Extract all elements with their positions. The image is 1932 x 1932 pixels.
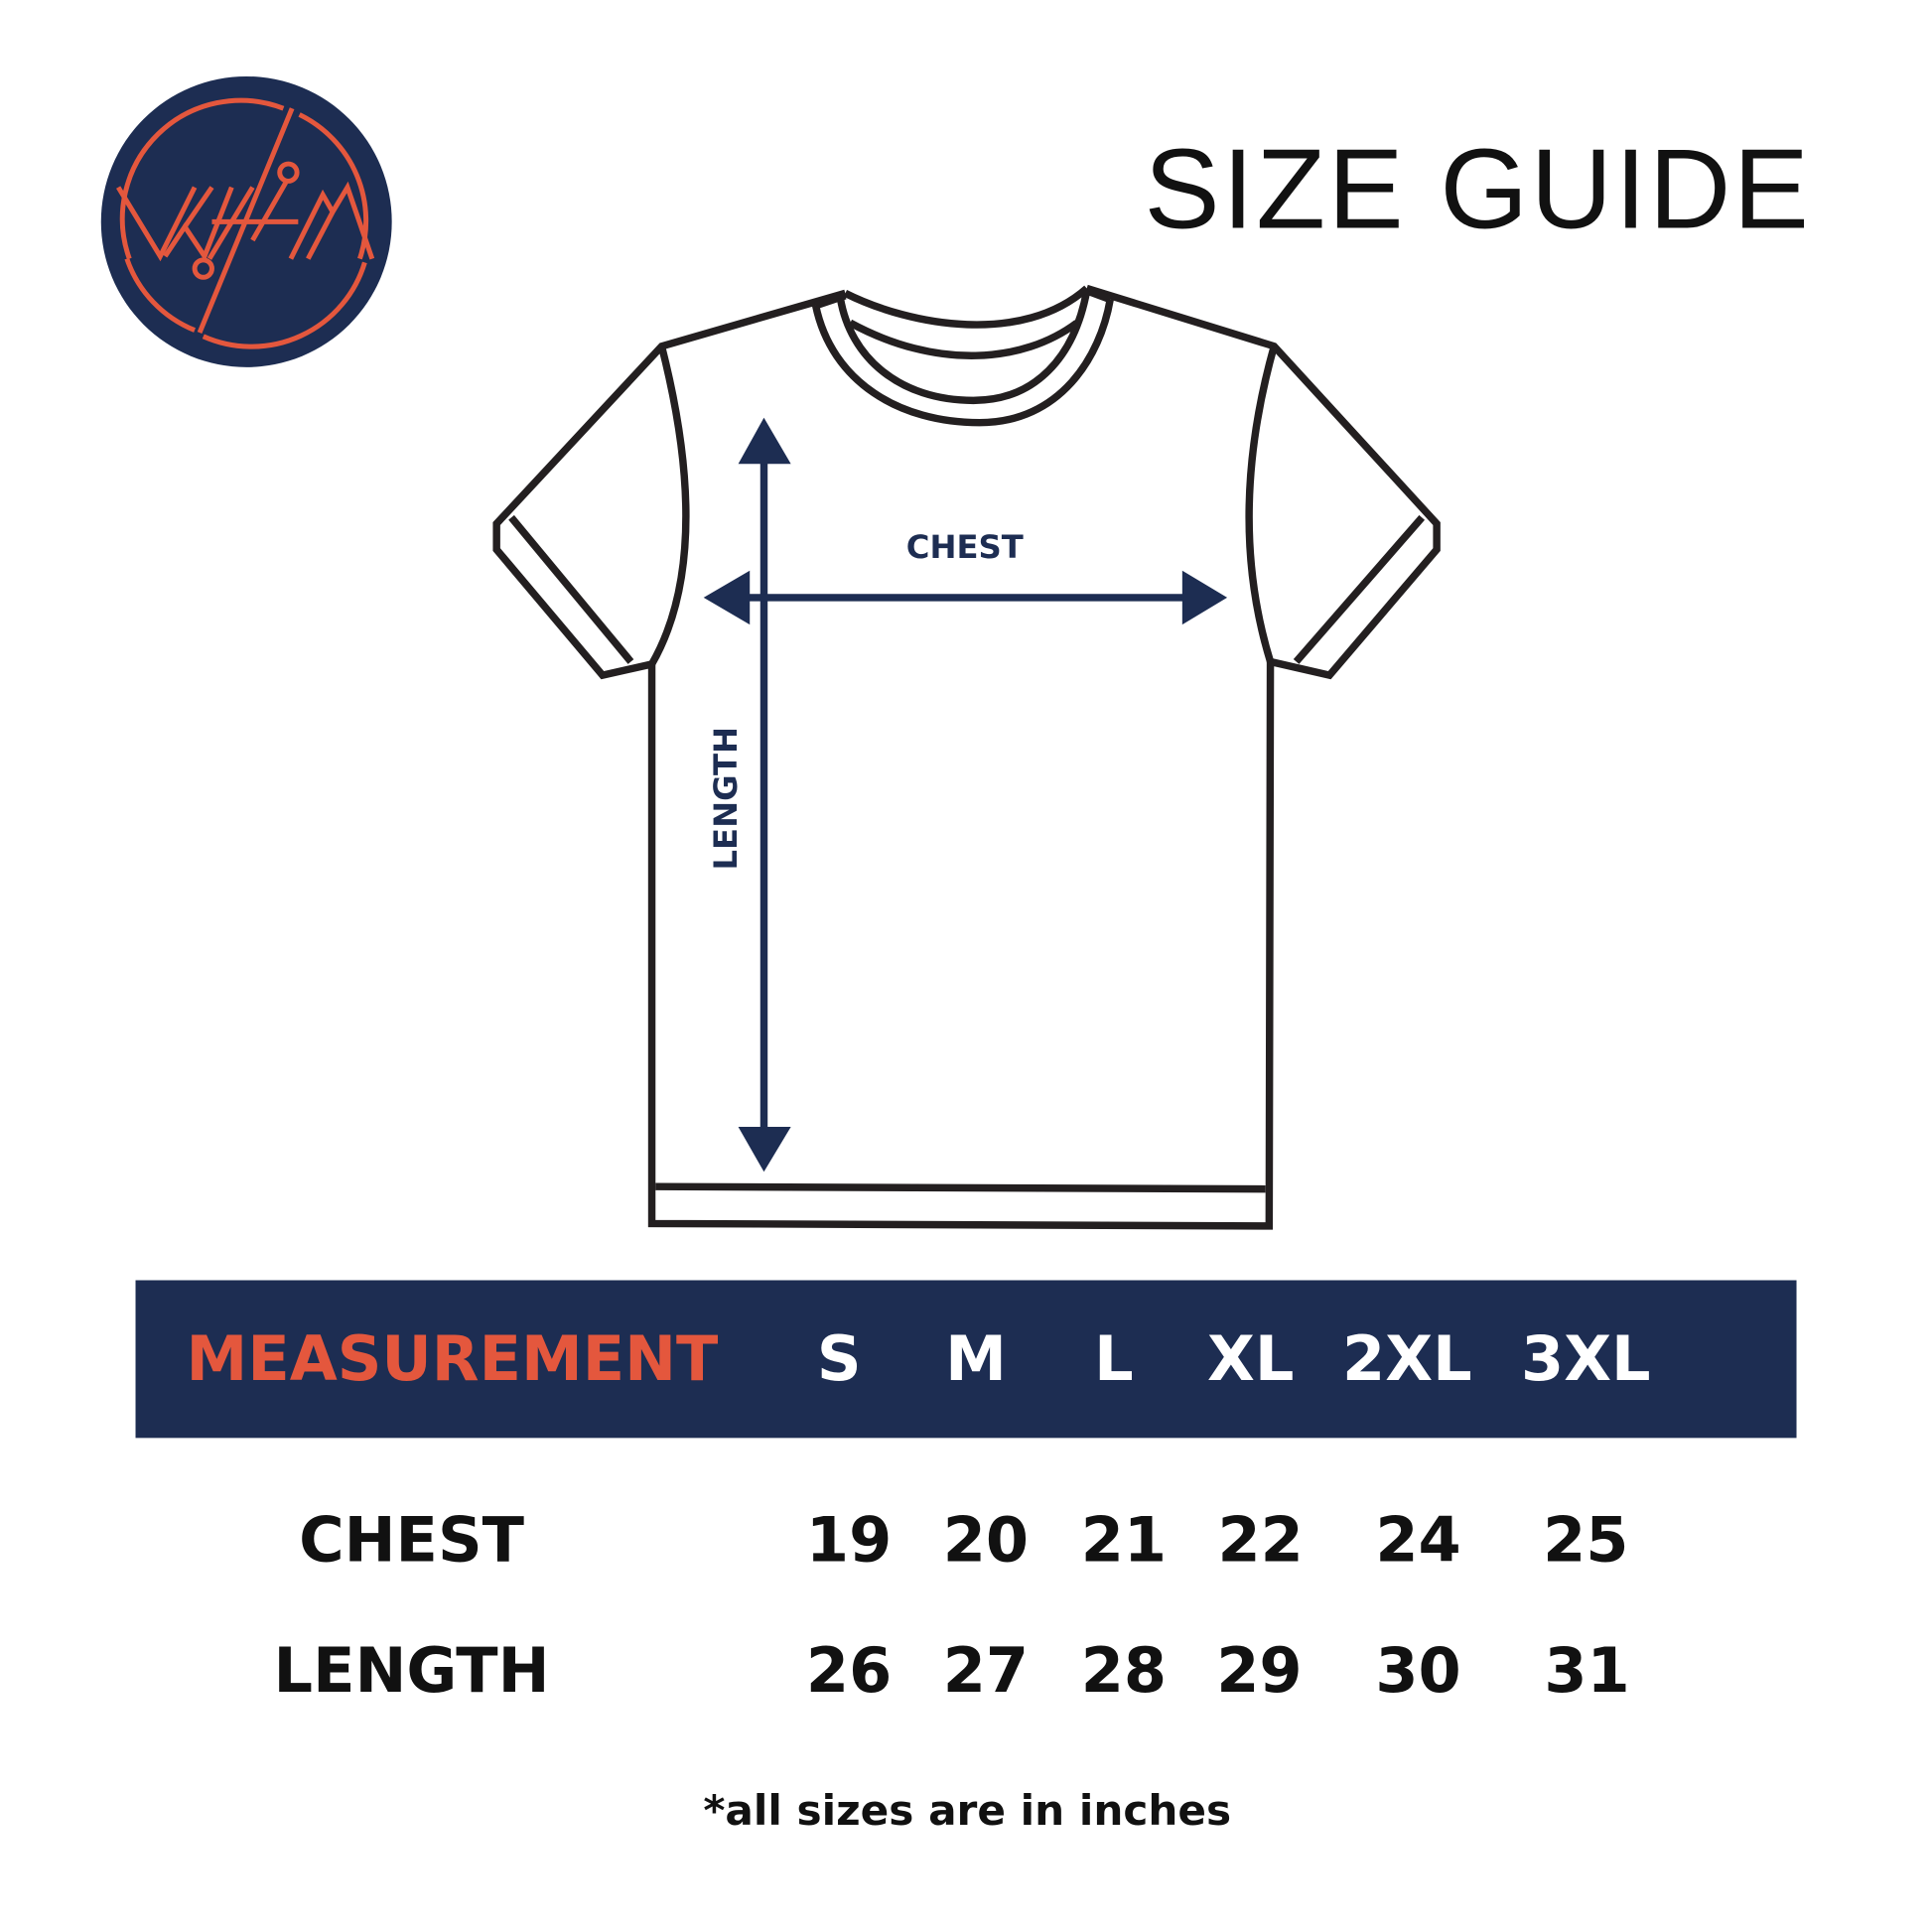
size-header: M: [945, 1322, 1007, 1395]
size-header: XL: [1207, 1322, 1295, 1395]
size-header: 2XL: [1342, 1322, 1472, 1395]
table-cell: 25: [1543, 1504, 1629, 1577]
row-label-length: LENGTH: [273, 1634, 550, 1707]
table-header-band: [135, 1280, 1797, 1439]
table-cell: 21: [1080, 1504, 1168, 1577]
table-cell: 22: [1217, 1504, 1304, 1577]
table-cell: 27: [942, 1634, 1030, 1707]
table-cell: 20: [942, 1504, 1030, 1577]
tshirt-outline: [492, 284, 1441, 1230]
table-cell: 26: [805, 1634, 893, 1707]
footnote: *all sizes are in inches: [703, 1786, 1232, 1837]
brand-logo: [100, 75, 392, 367]
table-cell: 29: [1216, 1634, 1303, 1707]
chest-dimension-label: CHEST: [905, 529, 1024, 567]
size-header: S: [816, 1322, 862, 1395]
size-header: 3XL: [1521, 1322, 1651, 1395]
table-cell: 28: [1080, 1634, 1168, 1707]
table-cell: 24: [1375, 1504, 1461, 1577]
table-cell: 30: [1375, 1634, 1461, 1707]
size-header: L: [1094, 1322, 1134, 1395]
arrow-down-icon: [738, 1126, 791, 1173]
measurement-header: MEASUREMENT: [186, 1322, 719, 1395]
arrow-up-icon: [738, 417, 791, 465]
arrow-left-icon: [703, 570, 751, 625]
table-cell: 31: [1544, 1634, 1630, 1707]
table-cell: 19: [805, 1504, 893, 1577]
tshirt-diagram: [492, 284, 1441, 1230]
page-title: SIZE GUIDE: [1144, 126, 1812, 253]
arrow-right-icon: [1181, 570, 1228, 625]
length-dimension-label: LENGTH: [708, 726, 746, 871]
row-label-chest: CHEST: [299, 1504, 524, 1577]
